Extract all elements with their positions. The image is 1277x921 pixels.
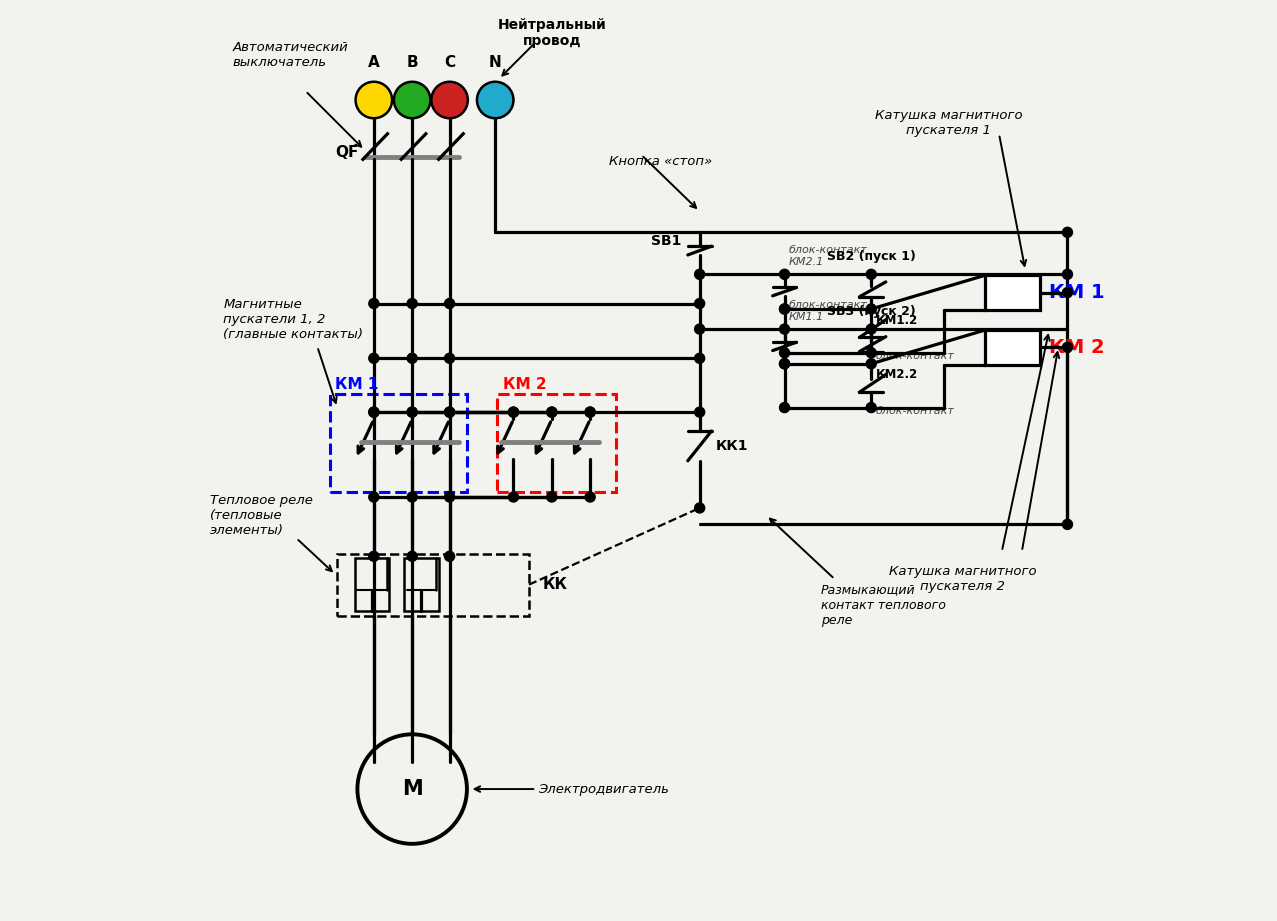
Circle shape	[369, 552, 379, 562]
Text: блок-контакт
КМ1.1: блок-контакт КМ1.1	[789, 300, 868, 321]
Circle shape	[369, 492, 379, 502]
Text: Электродвигатель: Электродвигатель	[538, 783, 669, 796]
Circle shape	[508, 407, 518, 417]
Circle shape	[508, 407, 518, 417]
Bar	[986, 275, 1039, 309]
Circle shape	[779, 324, 789, 334]
Circle shape	[1062, 519, 1073, 530]
Bar	[355, 558, 389, 612]
Circle shape	[585, 407, 595, 417]
Circle shape	[866, 402, 876, 413]
Circle shape	[407, 354, 418, 363]
Circle shape	[444, 354, 455, 363]
Text: КМ2.2: КМ2.2	[876, 368, 918, 381]
Circle shape	[444, 552, 455, 562]
Bar	[497, 394, 616, 492]
Circle shape	[866, 324, 876, 334]
Circle shape	[355, 82, 392, 118]
Text: блок-контакт: блок-контакт	[876, 351, 955, 361]
Circle shape	[547, 407, 557, 417]
Circle shape	[866, 348, 876, 358]
Text: КМ1.2: КМ1.2	[876, 313, 918, 327]
Circle shape	[508, 492, 518, 502]
Text: КМ 2: КМ 2	[1050, 338, 1105, 356]
Circle shape	[866, 359, 876, 368]
Text: Размыкающий
контакт теплового
реле: Размыкающий контакт теплового реле	[821, 584, 946, 626]
Circle shape	[407, 298, 418, 309]
Text: М: М	[402, 779, 423, 799]
Circle shape	[1062, 287, 1073, 297]
Circle shape	[1062, 343, 1073, 353]
Circle shape	[695, 269, 705, 279]
Circle shape	[779, 269, 789, 279]
Text: блок-контакт
КМ2.1: блок-контакт КМ2.1	[789, 245, 868, 267]
Circle shape	[866, 269, 876, 279]
Text: Нейтральный
провод: Нейтральный провод	[498, 17, 607, 48]
Text: Катушка магнитного
пускателя 2: Катушка магнитного пускателя 2	[889, 565, 1037, 593]
Text: Магнитные
пускатели 1, 2
(главные контакты): Магнитные пускатели 1, 2 (главные контак…	[223, 297, 363, 341]
Circle shape	[407, 407, 418, 417]
Circle shape	[1062, 269, 1073, 279]
Circle shape	[369, 407, 379, 417]
Circle shape	[444, 407, 455, 417]
Text: SB1: SB1	[651, 235, 682, 249]
Bar	[986, 330, 1039, 365]
Text: Катушка магнитного
пускателя 1: Катушка магнитного пускателя 1	[875, 109, 1023, 137]
Circle shape	[695, 298, 705, 309]
Circle shape	[695, 354, 705, 363]
Text: SB3 (пуск 2): SB3 (пуск 2)	[826, 305, 916, 318]
Text: A: A	[368, 55, 379, 70]
Circle shape	[407, 407, 418, 417]
Text: КМ 1: КМ 1	[1050, 283, 1105, 302]
Circle shape	[444, 407, 455, 417]
Text: B: B	[406, 55, 418, 70]
Text: КК1: КК1	[716, 439, 748, 453]
Circle shape	[432, 82, 467, 118]
Circle shape	[393, 82, 430, 118]
Text: Автоматический
выключатель: Автоматический выключатель	[232, 41, 349, 69]
Circle shape	[695, 324, 705, 334]
Circle shape	[369, 407, 379, 417]
Circle shape	[779, 359, 789, 368]
Text: Тепловое реле
(тепловые
элементы): Тепловое реле (тепловые элементы)	[209, 494, 313, 537]
Text: блок-контакт: блок-контакт	[876, 406, 955, 415]
Circle shape	[369, 298, 379, 309]
Circle shape	[695, 503, 705, 513]
Circle shape	[547, 407, 557, 417]
Text: КМ 1: КМ 1	[336, 377, 379, 392]
Text: C: C	[444, 55, 455, 70]
Circle shape	[779, 348, 789, 358]
Circle shape	[779, 359, 789, 368]
Text: Кнопка «стоп»: Кнопка «стоп»	[609, 155, 713, 168]
Circle shape	[779, 402, 789, 413]
Circle shape	[407, 492, 418, 502]
Circle shape	[1062, 227, 1073, 238]
Circle shape	[407, 552, 418, 562]
Bar	[337, 554, 529, 615]
Circle shape	[444, 492, 455, 502]
Text: КМ 2: КМ 2	[503, 377, 547, 392]
Bar	[329, 394, 467, 492]
Circle shape	[369, 354, 379, 363]
Circle shape	[779, 304, 789, 314]
Circle shape	[695, 407, 705, 417]
Circle shape	[476, 82, 513, 118]
Circle shape	[866, 304, 876, 314]
Circle shape	[585, 407, 595, 417]
Circle shape	[585, 492, 595, 502]
Text: QF: QF	[335, 145, 359, 159]
Circle shape	[444, 298, 455, 309]
Text: N: N	[489, 55, 502, 70]
Text: SB2 (пуск 1): SB2 (пуск 1)	[826, 251, 916, 263]
Bar	[404, 558, 438, 612]
Text: КК: КК	[543, 577, 568, 592]
Circle shape	[547, 492, 557, 502]
Circle shape	[779, 304, 789, 314]
